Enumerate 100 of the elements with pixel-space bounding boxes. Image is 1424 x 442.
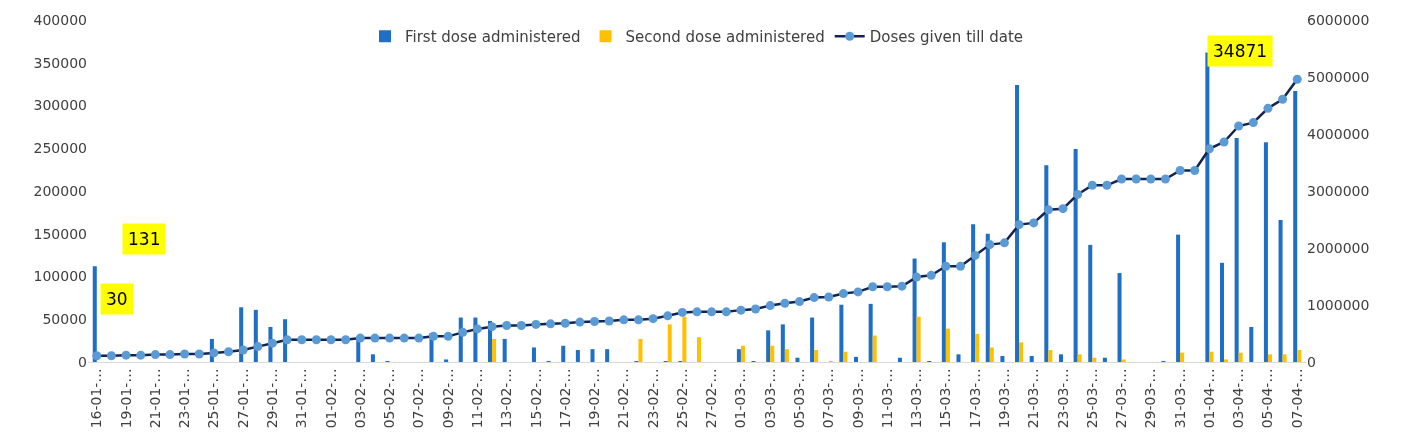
bar <box>1209 351 1214 362</box>
x-tick-label: 09-02-… <box>439 368 456 429</box>
legend-label: First dose administered <box>405 28 581 47</box>
bar <box>1249 326 1254 362</box>
x-tick-label: 23-01-… <box>176 368 193 429</box>
bar <box>697 337 702 362</box>
y-tick-label: 100000 <box>33 268 87 285</box>
bar <box>989 347 994 362</box>
x-tick-label: 19-02-… <box>586 368 603 429</box>
bar <box>854 356 859 362</box>
bar <box>916 316 921 362</box>
x-tick-label: 27-01-… <box>234 368 251 429</box>
bar <box>975 333 980 362</box>
x-tick-label: 23-03-… <box>1054 368 1071 429</box>
bar <box>1088 244 1093 362</box>
y2-tick-label: 2000000 <box>1307 239 1370 256</box>
x-tick-label: 01-03-… <box>732 368 749 429</box>
x-tick-label: 29-01-… <box>264 368 281 429</box>
annotation: 30 <box>106 289 128 309</box>
y-tick-label: 400000 <box>33 11 87 28</box>
bar <box>638 338 643 362</box>
bar <box>1092 357 1097 362</box>
x-tick-label: 21-01-… <box>146 368 163 429</box>
y-tick-label: 50000 <box>42 311 87 328</box>
bar <box>810 317 815 362</box>
x-tick-label: 03-02-… <box>351 368 368 429</box>
bar <box>605 349 610 362</box>
bar <box>370 354 375 362</box>
bar <box>1176 234 1181 362</box>
legend-label: Second dose administered <box>625 28 825 47</box>
x-tick-label: 05-04-… <box>1259 368 1276 429</box>
bar <box>736 349 741 362</box>
bar <box>561 345 566 362</box>
bar <box>843 351 848 362</box>
x-tick-label: 16-01-… <box>88 368 105 429</box>
x-tick-label: 13-03-… <box>908 368 925 429</box>
bar <box>531 347 536 362</box>
x-tick-label: 23-02-… <box>644 368 661 429</box>
bar <box>956 354 961 362</box>
bar <box>590 349 595 362</box>
bar <box>1267 354 1272 362</box>
x-tick-label: 25-02-… <box>673 368 690 429</box>
x-tick-label: 07-03-… <box>820 368 837 429</box>
x-tick-label: 11-03-… <box>878 368 895 429</box>
bar <box>1000 356 1005 362</box>
bar <box>839 304 844 362</box>
bar <box>1048 350 1053 362</box>
x-tick-label: 31-03-… <box>1171 368 1188 429</box>
bar <box>872 335 877 362</box>
y-tick-label: 350000 <box>33 54 87 71</box>
bar <box>897 357 902 362</box>
bar <box>1117 273 1122 362</box>
x-tick-label: 17-03-… <box>966 368 983 429</box>
x-tick-label: 01-04-… <box>1200 368 1217 429</box>
x-tick-label: 09-03-… <box>849 368 866 429</box>
x-tick-label: 27-03-… <box>1113 368 1130 429</box>
x-tick-label: 03-03-… <box>761 368 778 429</box>
bar <box>1263 142 1268 362</box>
bar <box>784 349 789 362</box>
annotation: 34871 <box>1213 41 1268 61</box>
x-tick-label: 05-02-… <box>381 368 398 429</box>
x-tick-label: 13-02-… <box>498 368 515 429</box>
bar <box>795 357 800 362</box>
bar <box>1234 137 1239 362</box>
y2-tick-label: 5000000 <box>1307 68 1370 85</box>
bar <box>945 328 950 362</box>
x-tick-label: 25-01-… <box>205 368 222 429</box>
x-tick-label: 19-01-… <box>117 368 134 429</box>
y2-tick-label: 1000000 <box>1307 296 1370 313</box>
bar <box>1077 354 1082 362</box>
x-tick-label: 17-02-… <box>556 368 573 429</box>
bar <box>1180 352 1185 362</box>
y-tick-label: 150000 <box>33 225 87 242</box>
bar <box>492 338 497 362</box>
x-tick-label: 07-04-… <box>1288 368 1305 429</box>
bar <box>770 345 775 362</box>
bar <box>1219 262 1225 362</box>
y-tick-label: 300000 <box>33 97 87 114</box>
bar <box>1102 357 1107 362</box>
x-tick-label: 05-03-… <box>791 368 808 429</box>
y-tick-label: 250000 <box>33 140 87 157</box>
x-tick-label: 27-02-… <box>703 368 720 429</box>
x-tick-label: 07-02-… <box>410 368 427 429</box>
y-tick-label: 200000 <box>33 182 87 199</box>
bar <box>1058 354 1063 362</box>
y2-tick-label: 6000000 <box>1307 11 1370 28</box>
x-tick-label: 21-02-… <box>615 368 632 429</box>
bar <box>766 330 771 362</box>
x-tick-label: 29-03-… <box>1142 368 1159 429</box>
bar <box>1297 350 1302 362</box>
bar <box>1278 220 1283 362</box>
bar <box>1293 90 1298 362</box>
x-tick-label: 19-03-… <box>995 368 1012 429</box>
y2-tick-label: 0 <box>1307 353 1316 370</box>
bar <box>740 345 745 362</box>
bar <box>1224 359 1229 362</box>
bar <box>667 324 672 362</box>
x-tick-label: 15-03-… <box>937 368 954 429</box>
bar <box>1029 356 1034 362</box>
x-tick-label: 11-02-… <box>468 368 485 429</box>
